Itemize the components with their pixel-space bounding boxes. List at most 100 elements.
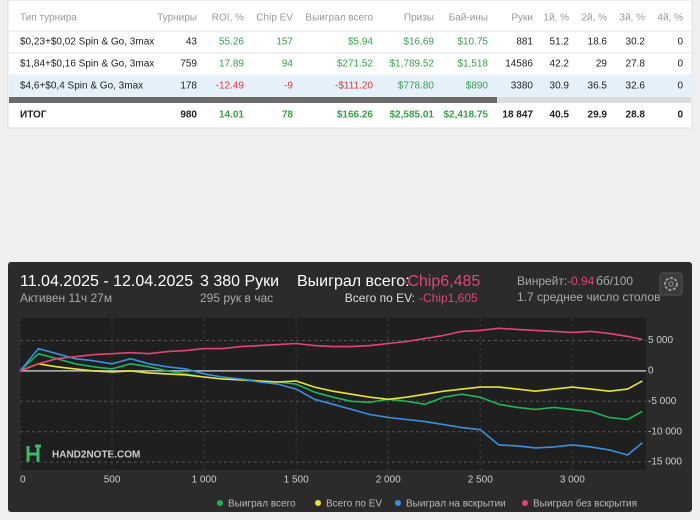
total-cell: $166.26 — [337, 110, 374, 121]
plot-area — [20, 318, 646, 470]
settings-button[interactable] — [659, 272, 683, 296]
y-tick-label: -15 000 — [648, 457, 682, 468]
y-tick-label: -10 000 — [648, 426, 682, 437]
column-header[interactable]: Chip EV — [256, 13, 293, 24]
column-header[interactable]: ROI, % — [212, 13, 244, 24]
x-tick-label: 2 000 — [376, 475, 401, 486]
winrate-value: -0.94 — [567, 274, 595, 288]
legend-dot[interactable] — [395, 500, 401, 506]
x-tick-label: 1 500 — [284, 475, 309, 486]
column-header[interactable]: Выиграл всего — [305, 13, 373, 24]
table-cell: 14586 — [505, 59, 533, 70]
y-tick-label: 5 000 — [648, 335, 673, 346]
x-tick-label: 0 — [20, 475, 26, 486]
table-cell: 27.8 — [626, 59, 646, 70]
column-header[interactable]: Руки — [511, 13, 533, 24]
table-cell: 17.89 — [219, 59, 244, 70]
table-cell: 759 — [180, 59, 197, 70]
total-cell: 29.9 — [588, 110, 608, 121]
table-cell: $5.94 — [348, 37, 373, 48]
table-cell: 0 — [677, 37, 683, 48]
table-cell: 51.2 — [550, 37, 570, 48]
table-cell: $10.75 — [457, 37, 488, 48]
watermark-logo — [26, 444, 41, 462]
column-header[interactable]: 2й, % — [581, 13, 607, 24]
total-cell: 14.01 — [219, 110, 244, 121]
legend-label[interactable]: Выиграл всего — [228, 499, 296, 510]
y-tick-label: 0 — [648, 366, 654, 377]
table-cell: 157 — [276, 37, 293, 48]
ev-label: Всего по EV: — [345, 291, 415, 305]
column-header[interactable]: 4й, % — [657, 13, 683, 24]
series-line — [19, 363, 643, 401]
hands-per-hour: 295 рук в час — [200, 291, 273, 305]
total-cell: 0 — [677, 110, 683, 121]
total-cell: 18 847 — [502, 110, 533, 121]
table-panel — [7, 0, 693, 129]
total-cell: 40.5 — [550, 110, 570, 121]
legend-label[interactable]: Всего по EV — [326, 499, 382, 510]
won-label: Выиграл всего: — [297, 273, 410, 290]
total-cell: 28.8 — [626, 110, 646, 121]
scrollbar-thumb[interactable] — [9, 97, 497, 103]
active-time: Активен 11ч 27м — [20, 291, 112, 305]
table-cell: 30.9 — [550, 81, 570, 92]
selected-row[interactable] — [9, 76, 691, 97]
table-cell: 0 — [677, 59, 683, 70]
table-cell: $1,84+$0,16 Spin & Go, 3max — [20, 59, 154, 70]
x-tick-label: 2 500 — [468, 475, 493, 486]
table-cell: 55.26 — [219, 37, 244, 48]
series-line — [19, 352, 643, 421]
table-cell: 42.2 — [550, 59, 570, 70]
ev-value: -Chip1,605 — [419, 291, 478, 305]
winrate-label: Винрейт: — [517, 274, 567, 288]
table-cell: $890 — [466, 81, 489, 92]
column-header[interactable]: Тип турнира — [20, 13, 77, 24]
total-cell: ИТОГ — [20, 110, 47, 121]
table-cell: 30.2 — [626, 37, 646, 48]
table-cell: $271.52 — [337, 59, 374, 70]
column-header[interactable]: Призы — [404, 13, 434, 24]
settings-box[interactable] — [659, 272, 683, 296]
tables-count: 1.7 среднее число столов — [517, 290, 660, 304]
winrate-unit: бб/100 — [596, 274, 633, 288]
legend-dot[interactable] — [522, 500, 528, 506]
table-cell: -12.49 — [216, 81, 245, 92]
column-header[interactable]: Бай-ины — [449, 13, 488, 24]
x-tick-label: 3 000 — [560, 475, 585, 486]
column-header[interactable]: Турниры — [157, 13, 197, 24]
watermark-text: HAND2NOTE.COM — [52, 450, 140, 461]
table-cell: $4,6+$0,4 Spin & Go, 3max — [20, 81, 143, 92]
page-background — [0, 512, 700, 520]
total-cell: $2,418.75 — [444, 110, 489, 121]
total-cell: $2,585.01 — [390, 110, 435, 121]
legend-label[interactable]: Выиграл без вскрытия — [533, 498, 637, 510]
y-tick-label: -5 000 — [648, 396, 677, 407]
table-cell: 0 — [677, 81, 683, 92]
x-tick-label: 1 000 — [192, 475, 217, 486]
gear-hub — [668, 281, 674, 287]
series-line — [19, 347, 643, 456]
table-cell: $16.69 — [403, 37, 434, 48]
legend-label[interactable]: Выиграл на вскрытии — [406, 499, 506, 510]
watermark: HAND2NOTE.COM — [26, 444, 140, 462]
won-value: -Chip6,485 — [402, 273, 480, 290]
table-cell: 43 — [186, 37, 198, 48]
table-cell: $1,518 — [457, 59, 488, 70]
x-tick-label: 500 — [104, 475, 121, 486]
legend-dot[interactable] — [217, 500, 223, 506]
table-cell: 881 — [516, 37, 533, 48]
table-cell: 32.6 — [626, 81, 646, 92]
table-cell: 18.6 — [588, 37, 608, 48]
series-line — [19, 327, 643, 372]
total-cell: 980 — [180, 110, 197, 121]
legend-dot[interactable] — [315, 500, 321, 506]
column-header[interactable]: 1й, % — [543, 13, 569, 24]
table-cell: -9 — [284, 81, 293, 92]
table-cell: $0,23+$0,02 Spin & Go, 3max — [20, 37, 154, 48]
table-cell: -$111.20 — [335, 81, 373, 92]
hands: 3 380 Руки — [200, 273, 279, 290]
column-header[interactable]: 3й, % — [619, 13, 645, 24]
gear-icon — [664, 277, 678, 291]
